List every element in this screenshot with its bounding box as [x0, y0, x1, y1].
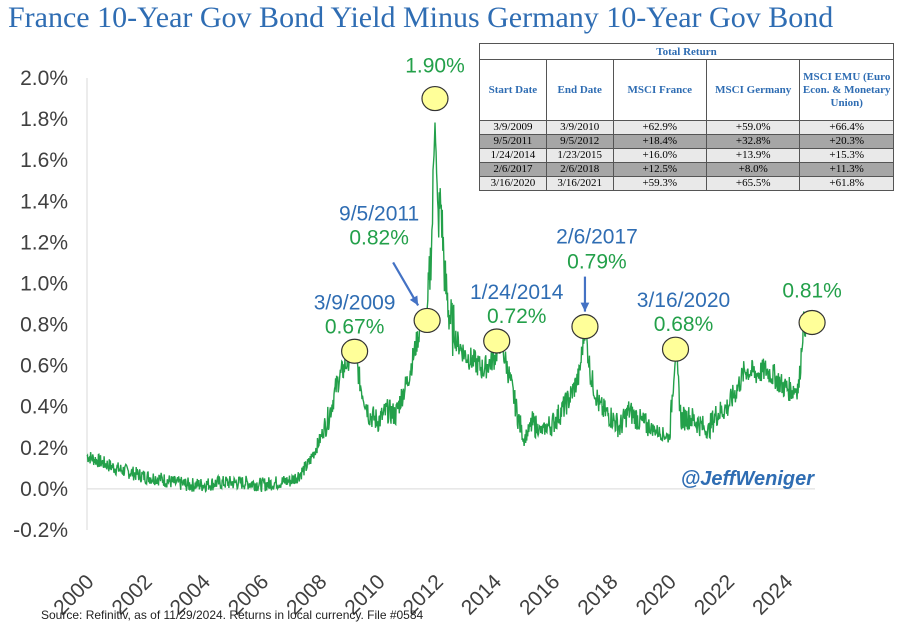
- annotation-date: 2/6/2017: [556, 226, 638, 249]
- annotation-date: 3/16/2020: [637, 289, 730, 312]
- x-tick-label: 2016: [515, 570, 564, 619]
- table-cell: +20.3%: [799, 134, 894, 149]
- x-tick-label: 2022: [690, 570, 739, 619]
- table-row: 1/24/2014 1/23/2015 +16.0% +13.9% +15.3%: [479, 148, 894, 163]
- table-cell: +8.0%: [705, 162, 801, 177]
- table-cell: +62.9%: [612, 120, 707, 135]
- table-cell: 2/6/2018: [545, 162, 614, 177]
- table-row: 3/16/2020 3/16/2021 +59.3% +65.5% +61.8%: [479, 176, 894, 191]
- table-cell: 9/5/2012: [545, 134, 614, 149]
- table-caption: Total Return: [479, 43, 894, 60]
- annotation-date: 9/5/2011: [339, 202, 419, 225]
- highlight-circle: [661, 336, 690, 362]
- table-cell: +12.5%: [612, 162, 707, 177]
- table-cell: +32.8%: [705, 134, 801, 149]
- annotation-arrowhead: [580, 302, 590, 312]
- table-cell: +65.5%: [705, 176, 801, 191]
- x-tick-label: 2014: [457, 570, 507, 620]
- y-tick-label: 1.2%: [20, 231, 68, 254]
- y-tick-label: 0.0%: [20, 478, 68, 501]
- highlight-circle: [341, 338, 369, 364]
- table-cell: 3/16/2020: [479, 176, 547, 191]
- table-cell: +18.4%: [612, 134, 707, 149]
- annotation-date: 1/24/2014: [470, 281, 564, 304]
- y-tick-label: 0.6%: [20, 355, 68, 378]
- header-msci-germany: MSCI Germany: [705, 59, 801, 121]
- source-note: Source: Refinitiv, as of 11/29/2024. Ret…: [41, 608, 424, 622]
- table-cell: +16.0%: [612, 148, 707, 163]
- y-tick-label: 0.4%: [20, 396, 68, 419]
- total-return-table: Total Return Start Date End Date MSCI Fr…: [479, 43, 894, 191]
- header-end-date: End Date: [545, 59, 614, 121]
- table-row: 9/5/2011 9/5/2012 +18.4% +32.8% +20.3%: [479, 134, 894, 149]
- header-msci-france: MSCI France: [612, 59, 707, 121]
- y-tick-label: 2.0%: [20, 67, 68, 90]
- highlight-circle: [483, 328, 511, 354]
- table-cell: 2/6/2017: [479, 162, 547, 177]
- table-cell: 3/9/2009: [479, 120, 547, 135]
- y-tick-label: 1.4%: [20, 190, 68, 213]
- annotation-value: 0.68%: [654, 313, 714, 336]
- table-cell: 3/9/2010: [545, 120, 614, 135]
- spread-series-line: [86, 122, 813, 494]
- highlight-circle: [421, 85, 449, 112]
- chart-title: France 10-Year Gov Bond Yield Minus Germ…: [8, 1, 833, 34]
- annotation-value: 0.79%: [567, 251, 627, 274]
- table-cell: 9/5/2011: [479, 134, 547, 149]
- annotation-value: 1.90%: [405, 55, 465, 78]
- y-tick-label: 0.2%: [20, 437, 68, 460]
- highlight-circle: [413, 307, 441, 334]
- header-msci-emu: MSCI EMU (Euro Econ. & Monetary Union): [799, 59, 894, 121]
- table-cell: 3/16/2021: [545, 176, 614, 191]
- annotation-value: 0.67%: [325, 315, 385, 338]
- y-tick-label: 1.6%: [20, 149, 68, 172]
- table-row: 3/9/2009 3/9/2010 +62.9% +59.0% +66.4%: [479, 120, 894, 135]
- y-tick-label: 0.8%: [20, 314, 68, 337]
- y-tick-label: -0.2%: [13, 519, 68, 542]
- table-row: 2/6/2017 2/6/2018 +12.5% +8.0% +11.3%: [479, 162, 894, 177]
- annotation-value: 0.72%: [487, 305, 547, 328]
- table-cell: +66.4%: [799, 120, 894, 135]
- annotation-date: 3/9/2009: [314, 291, 396, 314]
- y-tick-label: 1.8%: [20, 108, 68, 131]
- x-tick-label: 2024: [748, 570, 798, 620]
- annotations: 3/9/20090.67%9/5/20110.82%1.90%1/24/2014…: [314, 55, 842, 364]
- table-cell: +15.3%: [799, 148, 894, 163]
- y-tick-label: 1.0%: [20, 272, 68, 295]
- highlight-circle: [571, 314, 599, 340]
- table-cell: +11.3%: [799, 162, 894, 177]
- header-start-date: Start Date: [479, 59, 547, 121]
- x-tick-label: 2018: [573, 570, 622, 619]
- table-cell: 1/24/2014: [479, 148, 547, 163]
- highlight-circle: [798, 309, 826, 336]
- table-cell: +13.9%: [705, 148, 801, 163]
- table-cell: 1/23/2015: [545, 148, 614, 163]
- annotation-value: 0.82%: [349, 226, 409, 249]
- author-handle: @JeffWeniger: [681, 468, 815, 490]
- x-tick-label: 2020: [632, 570, 681, 619]
- table-cell: +61.8%: [799, 176, 894, 191]
- annotation-arrowhead: [409, 295, 419, 306]
- annotation-value: 0.81%: [782, 279, 842, 302]
- y-axis: -0.2% 0.0% 0.2% 0.4% 0.6% 0.8% 1.0% 1.2% 1.4% 1.6…: [13, 67, 68, 542]
- table-cell: +59.0%: [705, 120, 801, 135]
- table-cell: +59.3%: [612, 176, 707, 191]
